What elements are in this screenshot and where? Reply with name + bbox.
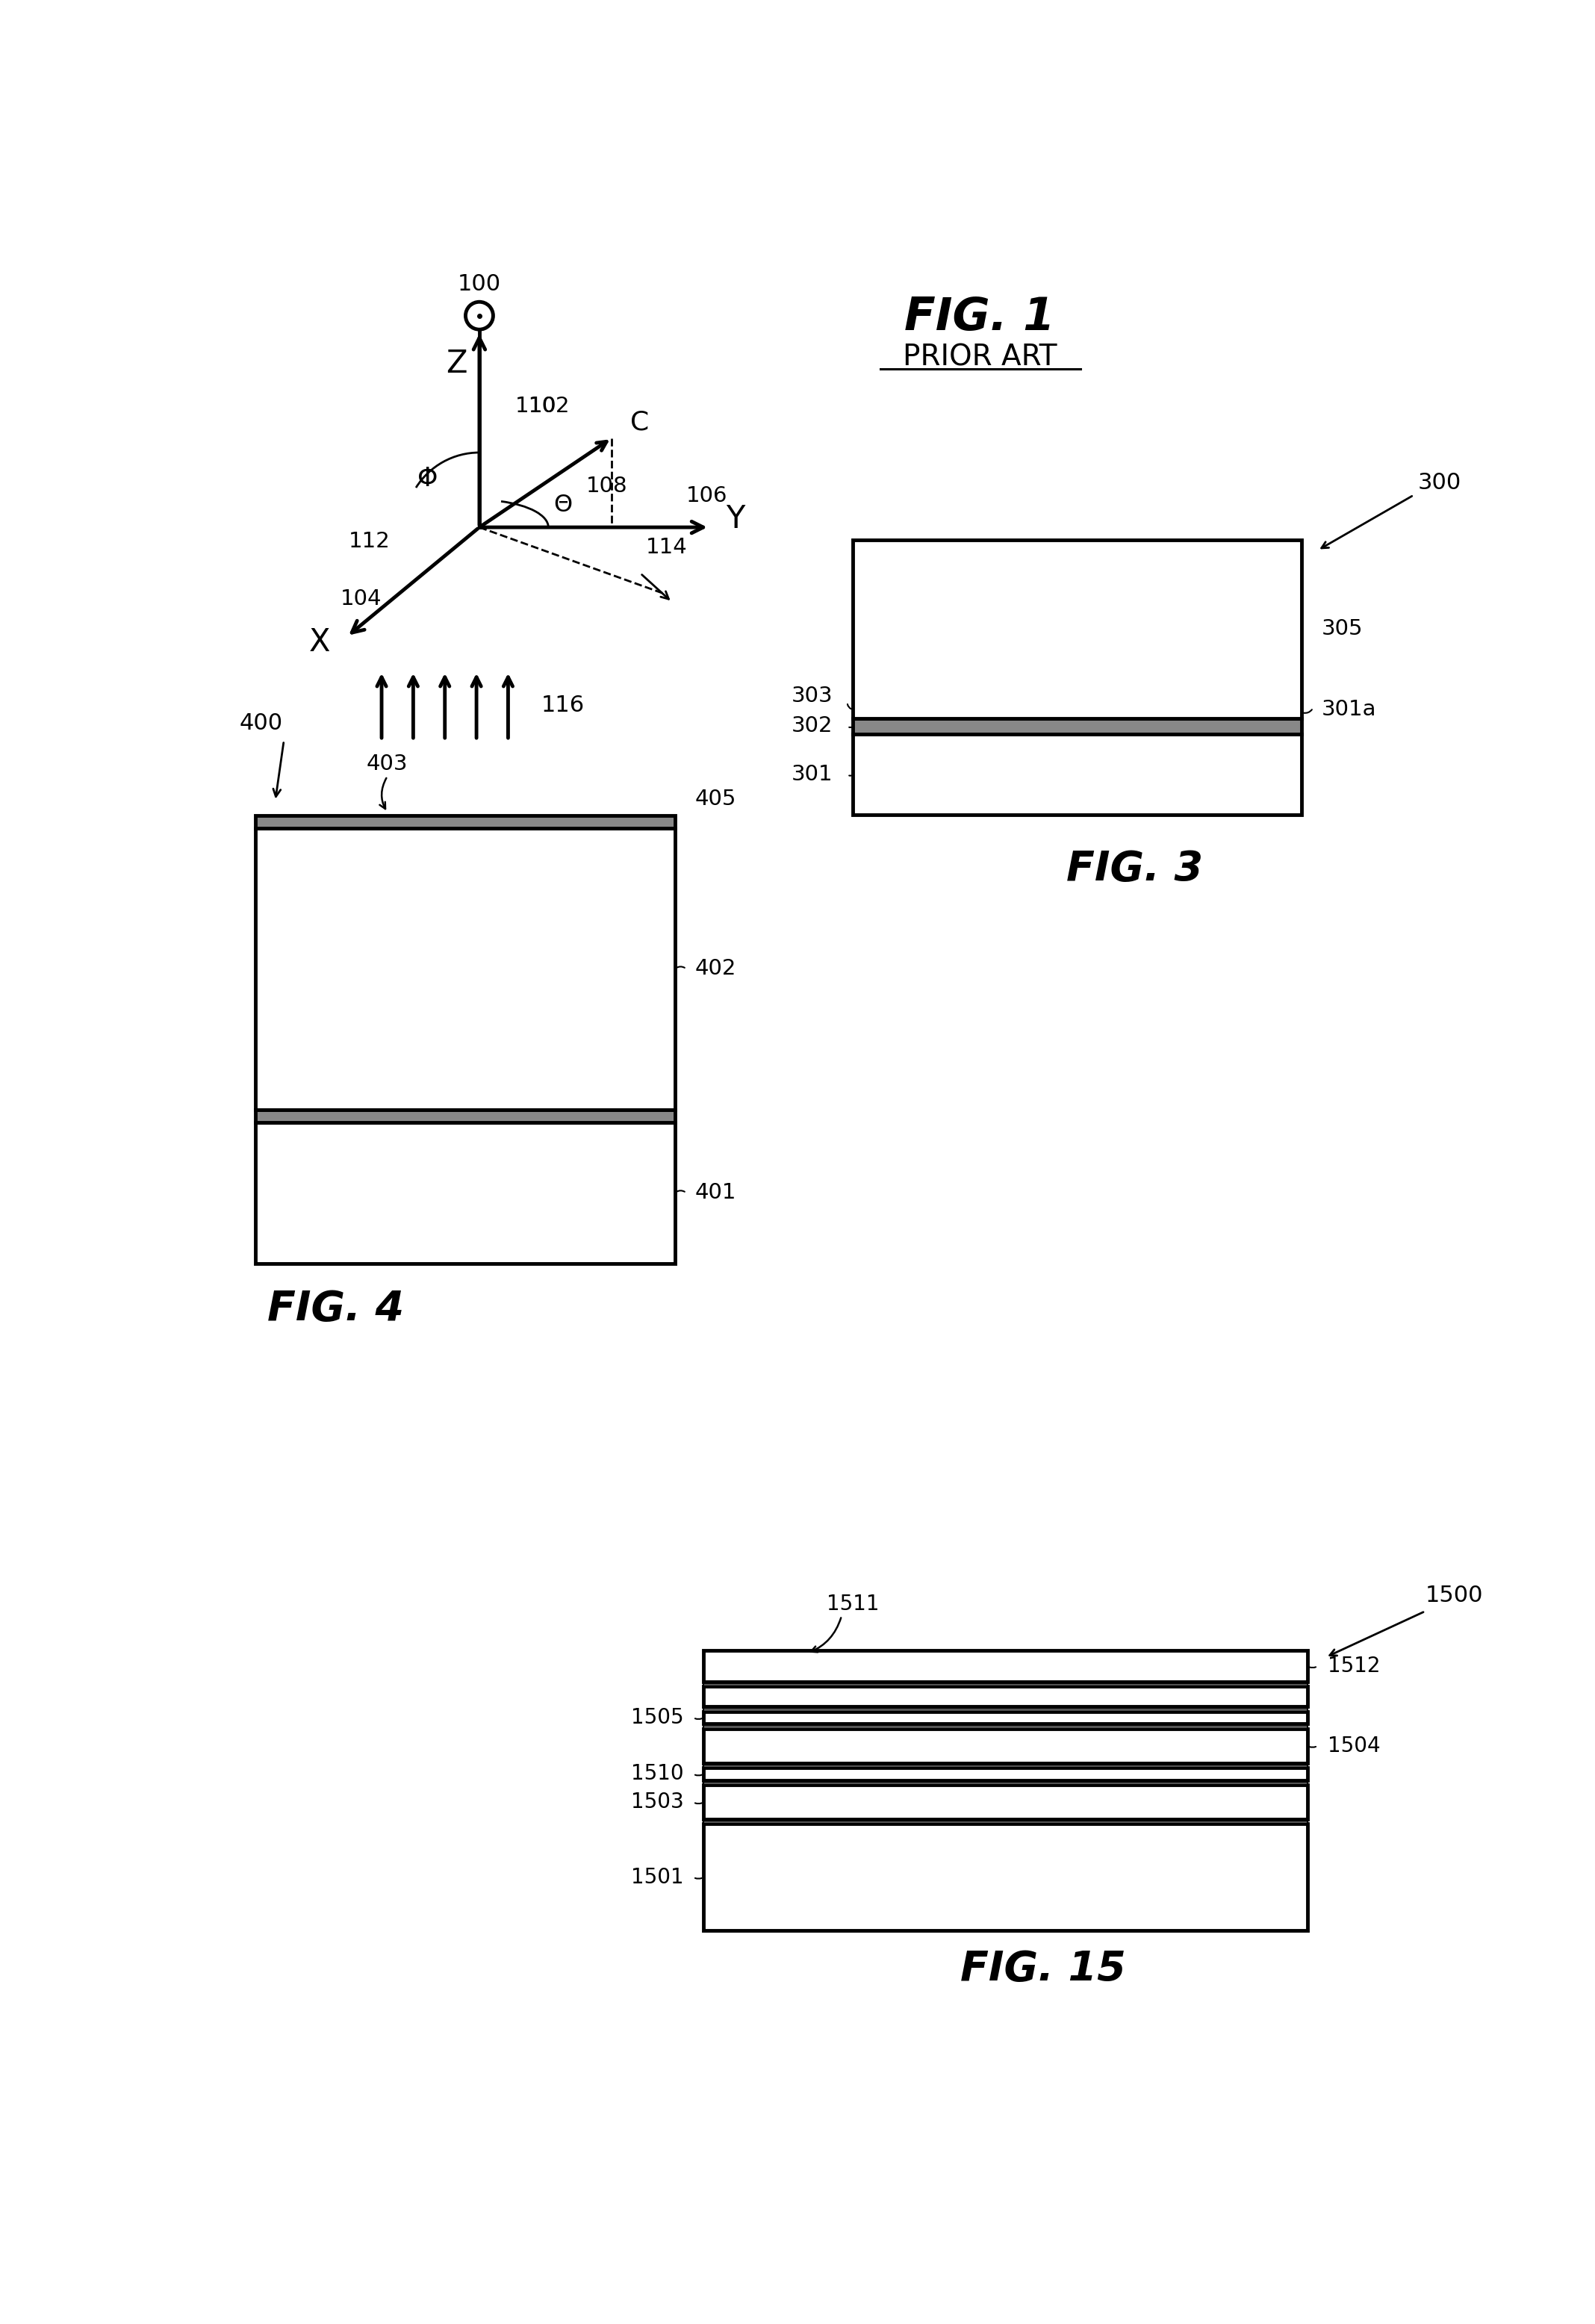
Text: Φ: Φ	[418, 465, 439, 490]
Text: 405: 405	[695, 788, 737, 809]
Bar	[703, 1729, 1308, 1764]
Text: 401: 401	[695, 1183, 737, 1204]
Text: 1503: 1503	[630, 1792, 684, 1813]
Bar	[853, 539, 1302, 718]
Text: 116: 116	[541, 695, 585, 716]
Circle shape	[466, 302, 493, 330]
Bar	[703, 1650, 1308, 1683]
Bar	[703, 1824, 1308, 1931]
Text: 305: 305	[1322, 618, 1364, 639]
Bar	[853, 734, 1302, 816]
Text: 1501: 1501	[630, 1866, 684, 1887]
Bar	[255, 1111, 675, 1122]
Text: Θ: Θ	[553, 495, 573, 516]
Bar	[703, 1785, 1308, 1820]
Bar	[703, 1687, 1308, 1706]
Text: 1504: 1504	[1327, 1736, 1380, 1757]
Text: 102: 102	[528, 395, 569, 416]
Text: FIG. 3: FIG. 3	[1067, 848, 1203, 890]
Bar	[703, 1683, 1308, 1687]
Text: Y: Y	[726, 502, 745, 535]
Text: 106: 106	[686, 486, 727, 507]
Text: 302: 302	[791, 716, 833, 737]
Text: 108: 108	[585, 476, 627, 497]
Text: FIG. 1: FIG. 1	[904, 295, 1054, 339]
Bar	[703, 1764, 1308, 1769]
Text: 1510: 1510	[630, 1764, 684, 1785]
Text: 402: 402	[695, 957, 737, 978]
Bar	[703, 1820, 1308, 1824]
Text: 1512: 1512	[1327, 1655, 1380, 1676]
Bar	[703, 1710, 1308, 1724]
Bar	[703, 1769, 1308, 1780]
Text: 301a: 301a	[1322, 700, 1376, 720]
Text: 1505: 1505	[630, 1708, 684, 1729]
Text: 104: 104	[340, 588, 381, 609]
Bar	[703, 1706, 1308, 1710]
Text: 400: 400	[239, 713, 282, 734]
Text: PRIOR ART: PRIOR ART	[903, 344, 1056, 372]
Text: 301: 301	[791, 765, 833, 786]
Text: Z: Z	[445, 349, 467, 379]
Bar	[703, 1780, 1308, 1785]
Bar	[255, 1122, 675, 1264]
Bar	[255, 827, 675, 1111]
Text: 303: 303	[791, 686, 833, 706]
Text: 1511: 1511	[826, 1594, 879, 1615]
Text: 1500: 1500	[1424, 1585, 1483, 1606]
Text: 403: 403	[367, 753, 408, 774]
Bar	[255, 816, 675, 827]
Text: FIG. 15: FIG. 15	[960, 1950, 1126, 1989]
Text: X: X	[309, 627, 330, 658]
Text: FIG. 4: FIG. 4	[268, 1290, 404, 1329]
Text: 112: 112	[349, 532, 391, 553]
Text: 100: 100	[458, 274, 501, 295]
Bar	[853, 718, 1302, 734]
Text: C: C	[630, 409, 649, 435]
Text: 110: 110	[515, 395, 557, 416]
Bar	[703, 1724, 1308, 1729]
Text: 300: 300	[1418, 472, 1461, 493]
Text: 114: 114	[646, 537, 687, 558]
